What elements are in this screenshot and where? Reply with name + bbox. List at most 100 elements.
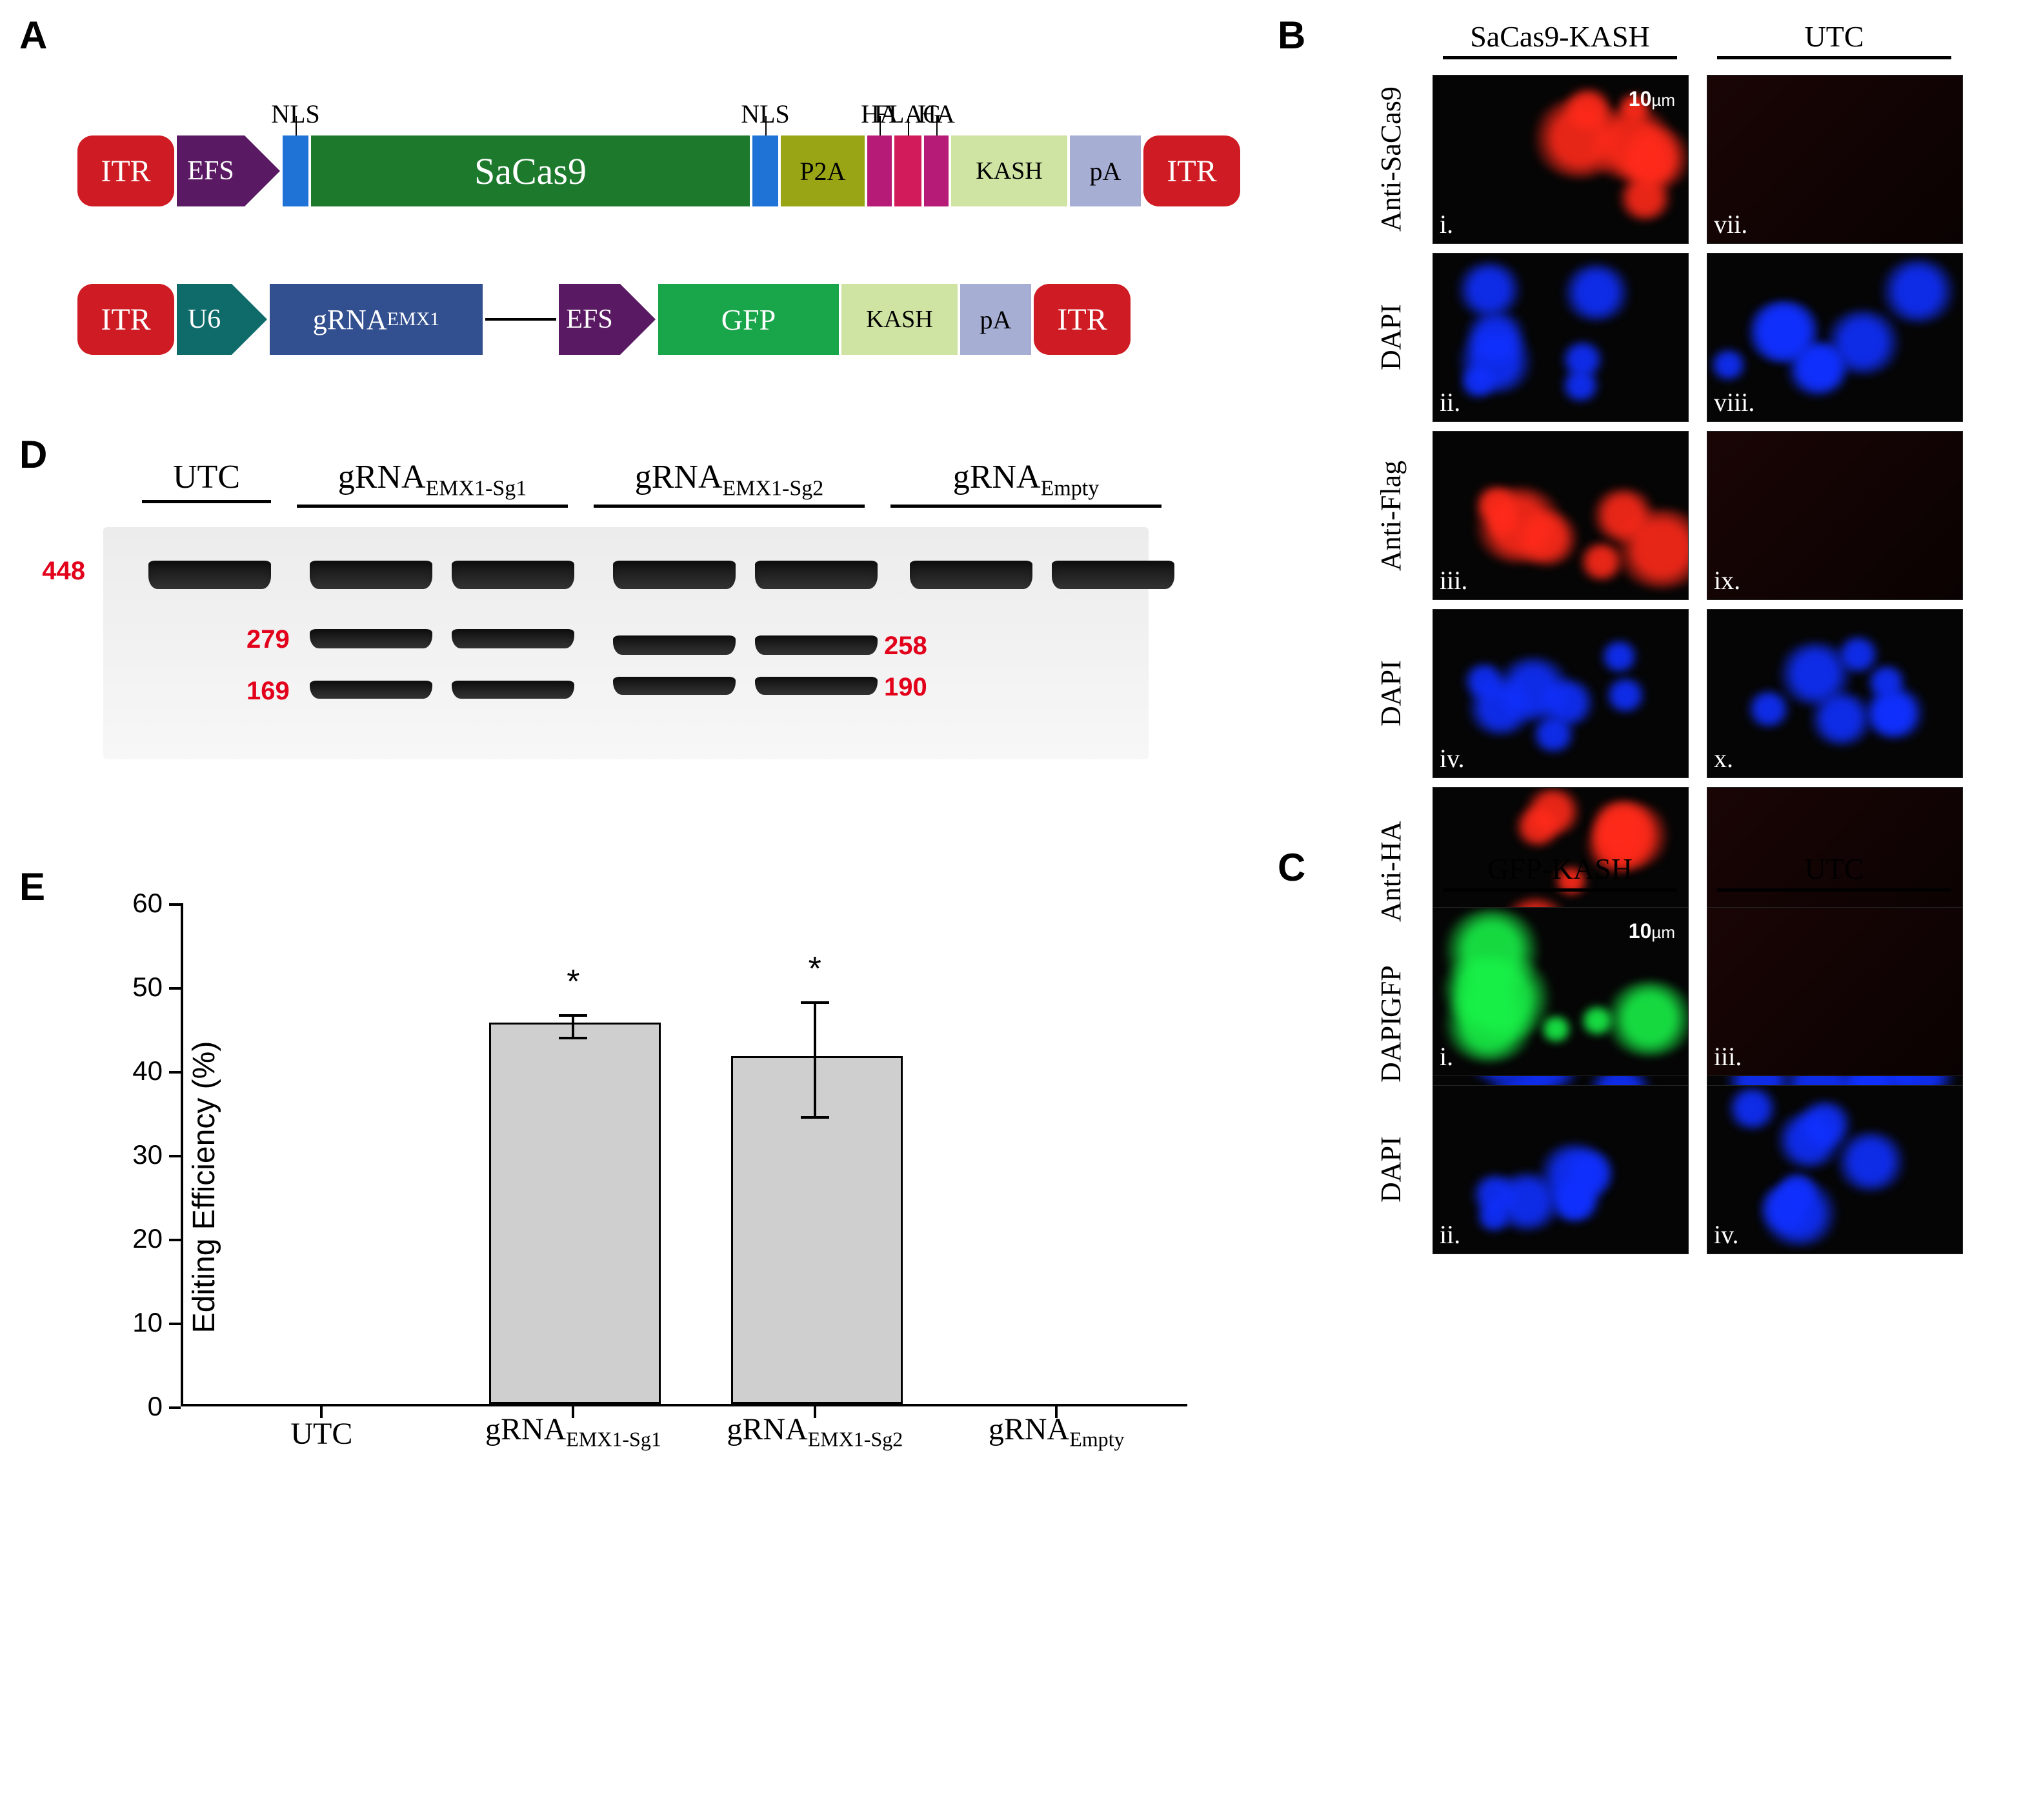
scale-bar: 10µm — [1629, 87, 1675, 111]
micrograph: iii. — [1707, 907, 1963, 1076]
cell-blob-icon — [1822, 310, 1904, 375]
cell-blob-icon — [1513, 806, 1563, 846]
column-header: UTC — [1707, 852, 1962, 898]
micrograph: iv. — [1433, 609, 1689, 778]
gel-wrap: UTCgRNAEMX1-Sg1gRNAEMX1-Sg2gRNAEmpty 448… — [103, 458, 1161, 759]
row-header: DAPI — [1374, 609, 1433, 778]
panel-c-label: C — [1278, 845, 1305, 890]
panel-c: C GFP-KASHUTCGFPi.10µmiii.DAPIii.iv. — [1297, 852, 2007, 1510]
cell-blob-icon — [1867, 694, 1916, 734]
nls-block: NLS — [283, 135, 308, 206]
gel-band — [148, 561, 271, 589]
kash-block: KASH — [841, 284, 958, 355]
cell-blob-icon — [1555, 1186, 1595, 1218]
pa-block: pA — [1070, 135, 1141, 206]
y-tick-label: 40 — [132, 1055, 163, 1086]
cell-blob-icon — [1878, 259, 1958, 323]
cell-blob-icon — [1603, 981, 1689, 1056]
y-axis — [181, 903, 183, 1406]
nls-label: NLS — [741, 99, 790, 129]
band-size-label: 448 — [42, 557, 90, 586]
gel-band — [1052, 561, 1174, 589]
gel-band — [910, 561, 1032, 589]
cell-blob-icon — [1613, 126, 1689, 190]
row-header: DAPI — [1374, 253, 1433, 422]
cell-blob-icon — [1512, 511, 1581, 566]
subpanel-roman: i. — [1440, 209, 1453, 239]
micrograph: iv. — [1707, 1085, 1963, 1254]
arrow-head-icon — [232, 284, 267, 355]
y-tick — [169, 903, 181, 906]
panel-d-label: D — [19, 432, 47, 477]
gel-band — [452, 681, 574, 699]
bar — [489, 1023, 661, 1404]
gel-band — [310, 629, 432, 648]
subpanel-roman: x. — [1714, 743, 1733, 774]
band-size-label: 258 — [884, 632, 927, 661]
figure: A ITREFSNLSSaCas9NLSP2AHAFLAGHAKASHpAITR… — [13, 13, 2008, 1510]
itr2-block: ITR — [1143, 135, 1240, 206]
x-axis — [181, 1404, 1187, 1406]
cell-blob-icon — [1590, 488, 1657, 542]
y-tick — [169, 1071, 181, 1074]
cell-blob-icon — [1604, 677, 1647, 713]
arrow-head-icon — [620, 284, 656, 355]
panel-d: D UTCgRNAEMX1-Sg1gRNAEMX1-Sg2gRNAEmpty 4… — [13, 432, 1271, 845]
nls-label: NLS — [271, 99, 320, 129]
y-tick — [169, 1406, 181, 1409]
gfp-block: GFP — [658, 284, 839, 355]
error-bar — [572, 1014, 574, 1039]
gel-band — [613, 677, 736, 695]
cell-blob-icon — [1599, 640, 1640, 672]
panel-e: E Editing Efficiency (%) 0102030405060UT… — [13, 865, 1271, 1510]
column-header: SaCas9-KASH — [1433, 19, 1687, 66]
y-tick-label: 20 — [132, 1223, 163, 1254]
row-header: Anti-SaCas9 — [1374, 75, 1433, 244]
cell-blob-icon — [1589, 800, 1654, 852]
grna-block: gRNA EMX1 — [270, 284, 483, 355]
subpanel-roman: i. — [1440, 1041, 1453, 1072]
itr2-block: ITR — [1034, 284, 1131, 355]
y-tick-label: 60 — [132, 888, 163, 919]
cell-blob-icon — [1835, 636, 1881, 673]
significance-star: * — [809, 950, 821, 988]
p2a-block: P2A — [781, 135, 865, 206]
subpanel-roman: iv. — [1440, 743, 1465, 774]
row-header: Anti-Flag — [1374, 431, 1433, 600]
subpanel-roman: iii. — [1714, 1041, 1742, 1072]
gel-band — [755, 561, 878, 589]
column-header: GFP-KASH — [1433, 852, 1687, 898]
gel-lane-header: gRNAEmpty — [890, 458, 1161, 508]
x-tick-label: UTC — [290, 1416, 352, 1452]
gel-band — [310, 681, 432, 699]
construct-sacas9: ITREFSNLSSaCas9NLSP2AHAFLAGHAKASHpAITR — [77, 135, 1243, 206]
gel-band — [452, 629, 574, 648]
gel-image: 448279169258190 — [103, 527, 1149, 759]
micrograph: i. 10µm — [1433, 75, 1689, 244]
subpanel-roman: viii. — [1714, 387, 1755, 417]
flag-block: FLAG — [894, 135, 921, 206]
band-size-label: 190 — [884, 673, 927, 702]
gel-band — [755, 677, 878, 695]
micrograph: ix. — [1707, 431, 1963, 600]
subpanel-roman: ix. — [1714, 565, 1740, 595]
subpanel-roman: ii. — [1440, 387, 1460, 417]
micrograph: viii. — [1707, 253, 1963, 422]
band-size-label: 169 — [246, 677, 290, 706]
band-size-label: 279 — [246, 625, 290, 654]
linker-line — [485, 318, 556, 321]
column-header: UTC — [1707, 19, 1962, 66]
cell-blob-icon — [1745, 690, 1792, 728]
cell-blob-icon — [1744, 301, 1820, 363]
efs-promoter: EFS — [177, 135, 245, 206]
gel-band — [613, 561, 736, 589]
bar-chart: Editing Efficiency (%) 0102030405060UTCg… — [181, 903, 1187, 1471]
micrograph: vii. — [1707, 75, 1963, 244]
cell-blob-icon — [1493, 657, 1574, 722]
ha-block: HA — [867, 135, 892, 206]
micrograph: i.10µm — [1433, 907, 1689, 1076]
u6-promoter: U6 — [177, 284, 232, 355]
y-tick-label: 30 — [132, 1139, 163, 1170]
significance-star: * — [567, 963, 579, 1001]
x-tick-label: gRNAEmpty — [989, 1412, 1125, 1452]
